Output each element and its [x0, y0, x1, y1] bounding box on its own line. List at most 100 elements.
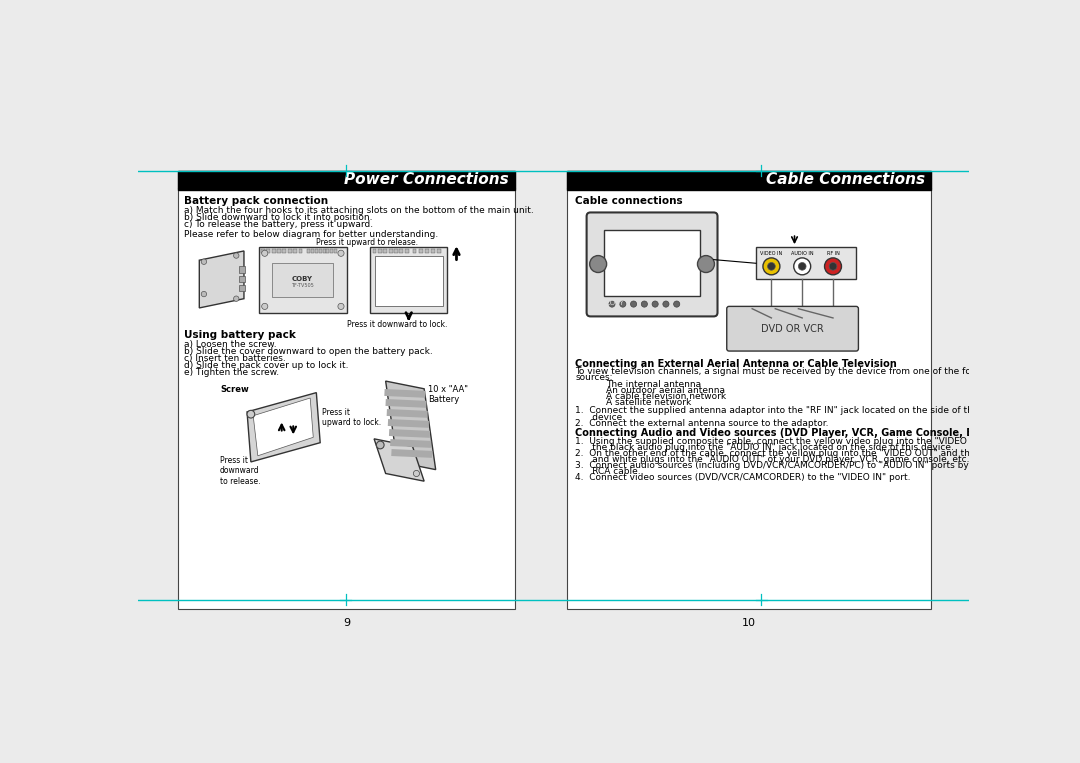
Circle shape: [631, 301, 637, 307]
Text: Please refer to below diagram for better understanding.: Please refer to below diagram for better…: [184, 230, 438, 239]
Circle shape: [338, 250, 345, 256]
Text: 2.  On the other end of the cable, connect the yellow plug into the "VIDEO OUT" : 2. On the other end of the cable, connec…: [575, 449, 994, 458]
Text: COBY: COBY: [606, 301, 624, 306]
Text: d) Slide the pack cover up to lock it.: d) Slide the pack cover up to lock it.: [184, 361, 349, 370]
Bar: [307, 249, 310, 253]
Bar: [567, 188, 931, 190]
Circle shape: [590, 256, 607, 272]
Bar: [375, 256, 443, 307]
Text: b) Slide downward to lock it into position.: b) Slide downward to lock it into positi…: [184, 213, 373, 222]
Bar: [400, 249, 403, 253]
Text: Screw: Screw: [220, 385, 248, 394]
Circle shape: [824, 258, 841, 275]
Bar: [261, 249, 265, 253]
Circle shape: [233, 296, 239, 301]
Circle shape: [247, 410, 255, 418]
Text: Battery pack connection: Battery pack connection: [184, 196, 328, 206]
Bar: [178, 171, 515, 609]
Bar: [267, 249, 270, 253]
Bar: [283, 249, 286, 253]
Bar: [288, 249, 292, 253]
Polygon shape: [200, 251, 244, 308]
Bar: [258, 247, 347, 313]
Circle shape: [798, 262, 806, 270]
Bar: [370, 247, 447, 313]
Circle shape: [768, 262, 775, 270]
Polygon shape: [374, 439, 424, 481]
Text: 1.  Connect the supplied antenna adaptor into the "RF IN" jack located on the si: 1. Connect the supplied antenna adaptor …: [575, 407, 981, 416]
Circle shape: [620, 301, 626, 307]
Circle shape: [762, 258, 780, 275]
Text: Press it upward to release.: Press it upward to release.: [316, 238, 418, 247]
Text: b) Slide the cover downward to open the battery pack.: b) Slide the cover downward to open the …: [184, 347, 433, 356]
Bar: [605, 230, 700, 295]
Text: Press it
upward to lock.: Press it upward to lock.: [323, 408, 381, 427]
Circle shape: [663, 301, 669, 307]
Circle shape: [233, 253, 239, 258]
Bar: [419, 249, 422, 253]
Text: a) Loosen the screw.: a) Loosen the screw.: [184, 340, 276, 349]
Bar: [756, 247, 856, 279]
FancyBboxPatch shape: [727, 307, 859, 351]
Circle shape: [674, 301, 679, 307]
Text: 10 x "AA"
Battery: 10 x "AA" Battery: [428, 385, 468, 404]
Bar: [311, 249, 314, 253]
Circle shape: [642, 301, 647, 307]
Bar: [413, 249, 417, 253]
Text: e) Tighten the screw.: e) Tighten the screw.: [184, 368, 279, 377]
Circle shape: [201, 291, 206, 297]
Circle shape: [609, 301, 616, 307]
Circle shape: [829, 262, 837, 270]
Bar: [330, 249, 334, 253]
Text: and white plugs into the "AUDIO OUT" of your DVD player, VCR, game console, etc.: and white plugs into the "AUDIO OUT" of …: [575, 455, 970, 464]
Bar: [240, 285, 245, 291]
Text: c) Insert ten batteries.: c) Insert ten batteries.: [184, 354, 285, 363]
Text: Connecting Audio and Video sources (DVD Player, VCR, Game Console, Etc.): Connecting Audio and Video sources (DVD …: [575, 428, 991, 438]
Polygon shape: [386, 381, 435, 470]
Bar: [240, 275, 245, 282]
Polygon shape: [253, 398, 313, 456]
Bar: [431, 249, 435, 253]
Bar: [240, 266, 245, 272]
Text: An outdoor aerial antenna: An outdoor aerial antenna: [606, 386, 725, 394]
Bar: [272, 249, 275, 253]
Text: c) To release the battery, press it upward.: c) To release the battery, press it upwa…: [184, 221, 373, 229]
Text: 4.  Connect video sources (DVD/VCR/CAMCORDER) to the "VIDEO IN" port.: 4. Connect video sources (DVD/VCR/CAMCOR…: [575, 474, 910, 482]
Text: Connecting an External Aerial Antenna or Cable Television: Connecting an External Aerial Antenna or…: [575, 359, 896, 369]
Bar: [299, 249, 302, 253]
Bar: [278, 249, 281, 253]
Text: TF-TV505: TF-TV505: [292, 283, 314, 288]
Circle shape: [261, 250, 268, 256]
Text: Press it
downward
to release.: Press it downward to release.: [220, 456, 260, 485]
Text: A satellite network: A satellite network: [606, 398, 691, 407]
Text: RF IN: RF IN: [826, 251, 839, 256]
Bar: [178, 171, 515, 188]
Bar: [334, 249, 337, 253]
Text: A cable television network: A cable television network: [606, 392, 726, 401]
Text: Press it downward to lock.: Press it downward to lock.: [347, 320, 447, 330]
Bar: [314, 249, 318, 253]
Bar: [567, 171, 931, 188]
Bar: [424, 249, 429, 253]
Circle shape: [414, 471, 419, 477]
Bar: [394, 249, 397, 253]
FancyBboxPatch shape: [586, 212, 717, 317]
Circle shape: [261, 304, 268, 310]
Bar: [383, 249, 387, 253]
Text: To view television channels, a signal must be received by the device from one of: To view television channels, a signal mu…: [575, 367, 1003, 376]
Bar: [326, 249, 329, 253]
Text: device.: device.: [575, 413, 625, 422]
Polygon shape: [247, 393, 320, 462]
Text: 9: 9: [342, 618, 350, 628]
Text: DVD OR VCR: DVD OR VCR: [761, 324, 824, 333]
Bar: [373, 249, 377, 253]
Text: Using battery pack: Using battery pack: [184, 330, 296, 340]
Bar: [567, 171, 931, 609]
Text: a) Match the four hooks to its attaching slots on the bottom of the main unit.: a) Match the four hooks to its attaching…: [184, 206, 534, 215]
Bar: [389, 249, 392, 253]
Text: 3.  Connect audio sources (including DVD/VCR/CAMCORDER/PC) to "AUDIO IN" ports b: 3. Connect audio sources (including DVD/…: [575, 461, 969, 470]
Circle shape: [338, 304, 345, 310]
Circle shape: [652, 301, 658, 307]
Circle shape: [794, 258, 811, 275]
Text: RCA cable.: RCA cable.: [575, 467, 640, 476]
